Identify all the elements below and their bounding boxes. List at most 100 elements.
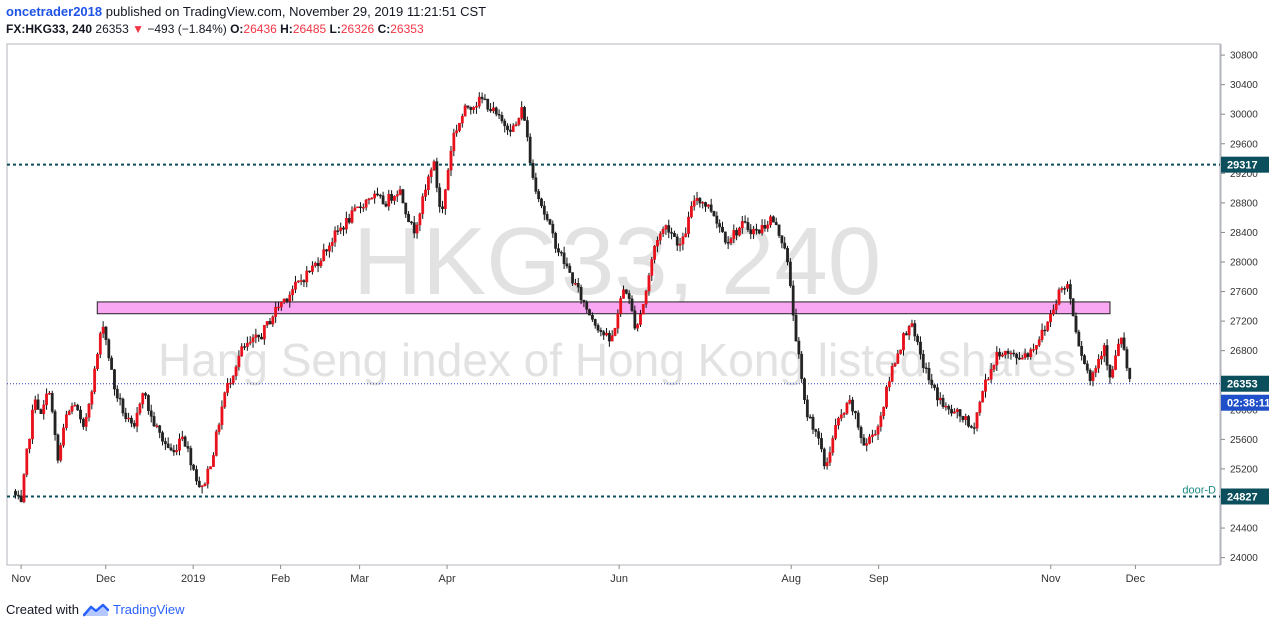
- footer: Created with TradingView: [6, 602, 185, 617]
- time-tick-label: 2019: [181, 573, 205, 585]
- candle-body: [783, 242, 787, 249]
- candle-body: [1032, 349, 1035, 351]
- candle-body: [927, 368, 931, 381]
- candle-body: [443, 189, 447, 209]
- price-tick-label: 27600: [1230, 287, 1258, 298]
- price-tick-label: 28800: [1230, 198, 1258, 209]
- candle-body: [404, 202, 408, 215]
- candle-body: [514, 124, 518, 126]
- time-axis[interactable]: Nov Dec 2019 Feb Mar Apr Jun Aug Sep Nov Dec: [11, 565, 1146, 585]
- candle-body: [1114, 355, 1117, 370]
- candle-body: [279, 302, 283, 308]
- time-tick-label: Sep: [869, 573, 889, 585]
- candle-body: [472, 107, 476, 110]
- candle-body: [146, 395, 150, 411]
- candle-body: [291, 289, 295, 296]
- candle-body: [356, 206, 360, 209]
- candle-body: [870, 434, 874, 438]
- candle-body: [166, 443, 170, 448]
- candle-body: [1060, 288, 1064, 290]
- candle-body: [1009, 352, 1013, 355]
- candle-body: [715, 215, 719, 224]
- candle-body: [893, 363, 897, 367]
- candle-body: [633, 310, 637, 329]
- candle-body: [972, 427, 976, 429]
- candle-body: [98, 333, 102, 355]
- candle-body: [1006, 350, 1010, 354]
- level-badge-bg: [1221, 488, 1269, 505]
- candle-body: [96, 354, 99, 370]
- candle-body: [424, 189, 427, 197]
- candle-body: [627, 293, 631, 299]
- candle-body: [924, 367, 928, 369]
- candle-body: [950, 408, 953, 414]
- candle-body: [511, 125, 515, 132]
- candle-body: [740, 221, 744, 229]
- candle-body: [865, 443, 869, 446]
- candle-body: [856, 412, 860, 428]
- candle-body: [421, 196, 425, 215]
- candle-body: [961, 415, 965, 420]
- candle-body: [967, 416, 970, 427]
- price-axis[interactable]: 2400024400248002520025600260002640026800…: [1220, 44, 1258, 565]
- resistance-zone-rect[interactable]: [96, 301, 1111, 315]
- candle-body: [814, 429, 818, 432]
- time-tick-label: Dec: [1126, 573, 1146, 585]
- tradingview-logo-icon: [82, 603, 109, 616]
- candle-body: [1117, 343, 1120, 356]
- price-chart[interactable]: HKG33, 240 Hang Seng index of Hong Kong …: [0, 0, 1274, 600]
- candle-body: [56, 434, 60, 461]
- candle-body: [969, 426, 973, 428]
- candle-body: [678, 243, 682, 246]
- candle-body: [916, 335, 920, 343]
- candle-body: [1105, 345, 1109, 366]
- candle-body: [1128, 367, 1132, 380]
- candle-body: [1108, 365, 1112, 378]
- low-value: 26326: [340, 22, 375, 36]
- candle-body: [687, 216, 690, 234]
- tradingview-brand-link[interactable]: TradingView: [112, 602, 185, 617]
- candle-body: [989, 369, 993, 380]
- candle-body: [367, 198, 371, 201]
- candle-body: [800, 353, 804, 379]
- candle-body: [862, 437, 866, 446]
- candle-body: [851, 399, 854, 412]
- resistance-zone[interactable]: [96, 301, 1111, 315]
- candle-body: [260, 336, 263, 340]
- candle-body: [79, 409, 82, 420]
- candle-body: [568, 265, 572, 273]
- horizontal-levels[interactable]: door-D: [7, 163, 1220, 498]
- candle-body: [178, 438, 181, 451]
- candle-body: [393, 196, 396, 201]
- candle-body: [641, 304, 645, 315]
- candle-body: [489, 109, 492, 112]
- candle-body: [16, 494, 20, 497]
- candle-body: [183, 436, 187, 447]
- candle-body: [822, 448, 826, 467]
- candle-body: [755, 229, 758, 231]
- candle-body: [644, 290, 648, 305]
- candle-body: [701, 202, 705, 204]
- candle-series: [14, 92, 1132, 504]
- candle-body: [217, 424, 221, 432]
- candle-body: [305, 270, 309, 283]
- candle-body: [141, 393, 145, 405]
- candle-body: [384, 203, 388, 207]
- candle-body: [401, 189, 405, 204]
- candle-body: [1066, 284, 1069, 289]
- candle-body: [1029, 349, 1033, 358]
- price-tick-label: 24000: [1230, 553, 1258, 564]
- candle-body: [910, 323, 914, 327]
- candle-body: [214, 431, 218, 456]
- candle-body: [1119, 337, 1123, 345]
- author-name[interactable]: oncetrader2018: [6, 4, 103, 19]
- candle-body: [130, 417, 133, 424]
- candle-body: [984, 379, 987, 392]
- candle-body: [726, 242, 730, 244]
- watermark-symbol: HKG33, 240: [353, 208, 881, 315]
- price-tick-label: 29600: [1230, 139, 1258, 150]
- candle-body: [673, 233, 676, 237]
- candle-body: [480, 96, 484, 100]
- candle-body: [1020, 357, 1024, 360]
- candle-body: [1057, 289, 1061, 305]
